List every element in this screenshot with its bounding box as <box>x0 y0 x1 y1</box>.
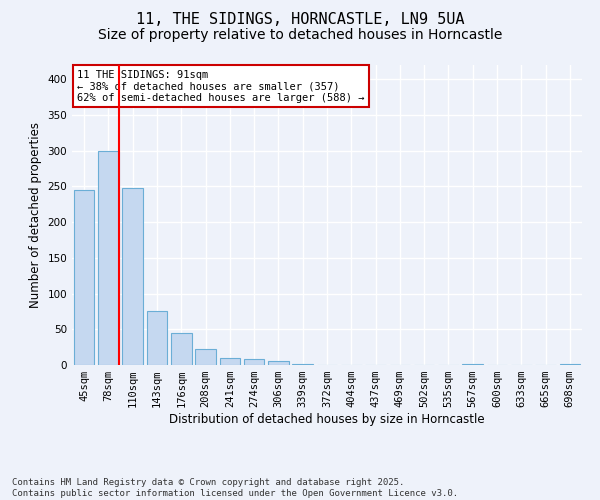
Bar <box>122 188 143 365</box>
Bar <box>292 364 313 365</box>
Bar <box>560 364 580 365</box>
Bar <box>146 312 167 365</box>
Bar <box>74 190 94 365</box>
Y-axis label: Number of detached properties: Number of detached properties <box>29 122 42 308</box>
Text: 11 THE SIDINGS: 91sqm
← 38% of detached houses are smaller (357)
62% of semi-det: 11 THE SIDINGS: 91sqm ← 38% of detached … <box>77 70 365 102</box>
Text: Contains HM Land Registry data © Crown copyright and database right 2025.
Contai: Contains HM Land Registry data © Crown c… <box>12 478 458 498</box>
Bar <box>171 333 191 365</box>
Bar <box>220 358 240 365</box>
Bar <box>98 150 119 365</box>
Bar <box>268 360 289 365</box>
X-axis label: Distribution of detached houses by size in Horncastle: Distribution of detached houses by size … <box>169 413 485 426</box>
Bar <box>244 360 265 365</box>
Text: Size of property relative to detached houses in Horncastle: Size of property relative to detached ho… <box>98 28 502 42</box>
Text: 11, THE SIDINGS, HORNCASTLE, LN9 5UA: 11, THE SIDINGS, HORNCASTLE, LN9 5UA <box>136 12 464 28</box>
Bar <box>195 350 216 365</box>
Bar <box>463 364 483 365</box>
